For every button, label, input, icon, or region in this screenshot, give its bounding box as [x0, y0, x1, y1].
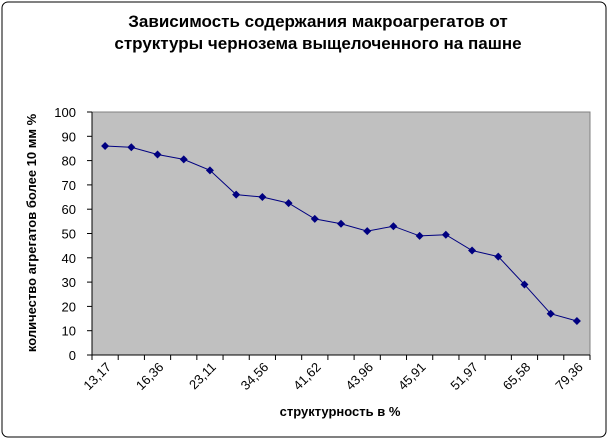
data-point	[546, 309, 555, 318]
chart-title: Зависимость содержания макроагрегатов от	[128, 12, 507, 31]
data-point	[363, 227, 372, 236]
y-tick-label: 30	[62, 275, 76, 290]
y-axis-label: количество агрегатов более 10 мм %	[24, 113, 39, 352]
data-point	[337, 219, 345, 228]
data-point	[127, 143, 136, 152]
data-point	[284, 199, 293, 208]
data-point	[232, 190, 241, 199]
y-tick-label: 40	[62, 251, 76, 266]
data-point	[101, 142, 110, 151]
plot-area	[91, 111, 591, 356]
data-point	[153, 150, 162, 159]
y-tick-label: 70	[62, 178, 76, 193]
data-point	[441, 230, 450, 239]
data-point	[310, 214, 319, 223]
y-tick-label: 90	[62, 129, 76, 144]
data-point	[205, 166, 214, 175]
y-tick-label: 100	[54, 105, 76, 120]
y-tick-label: 80	[62, 154, 76, 169]
data-point	[572, 316, 581, 325]
x-axis-label: структурность в %	[280, 404, 401, 419]
data-point	[494, 252, 503, 261]
data-point	[520, 280, 529, 289]
y-tick-label: 50	[62, 227, 76, 242]
y-tick-label: 10	[62, 324, 76, 339]
data-point	[258, 193, 267, 202]
y-tick-label: 20	[62, 299, 76, 314]
data-point	[389, 222, 398, 231]
y-tick-label: 60	[62, 202, 76, 217]
data-point	[415, 231, 424, 240]
chart-title: структуры чернозема выщелоченного на паш…	[114, 34, 521, 53]
data-point	[179, 155, 188, 164]
y-tick-label: 0	[69, 348, 76, 363]
data-point	[468, 246, 477, 255]
